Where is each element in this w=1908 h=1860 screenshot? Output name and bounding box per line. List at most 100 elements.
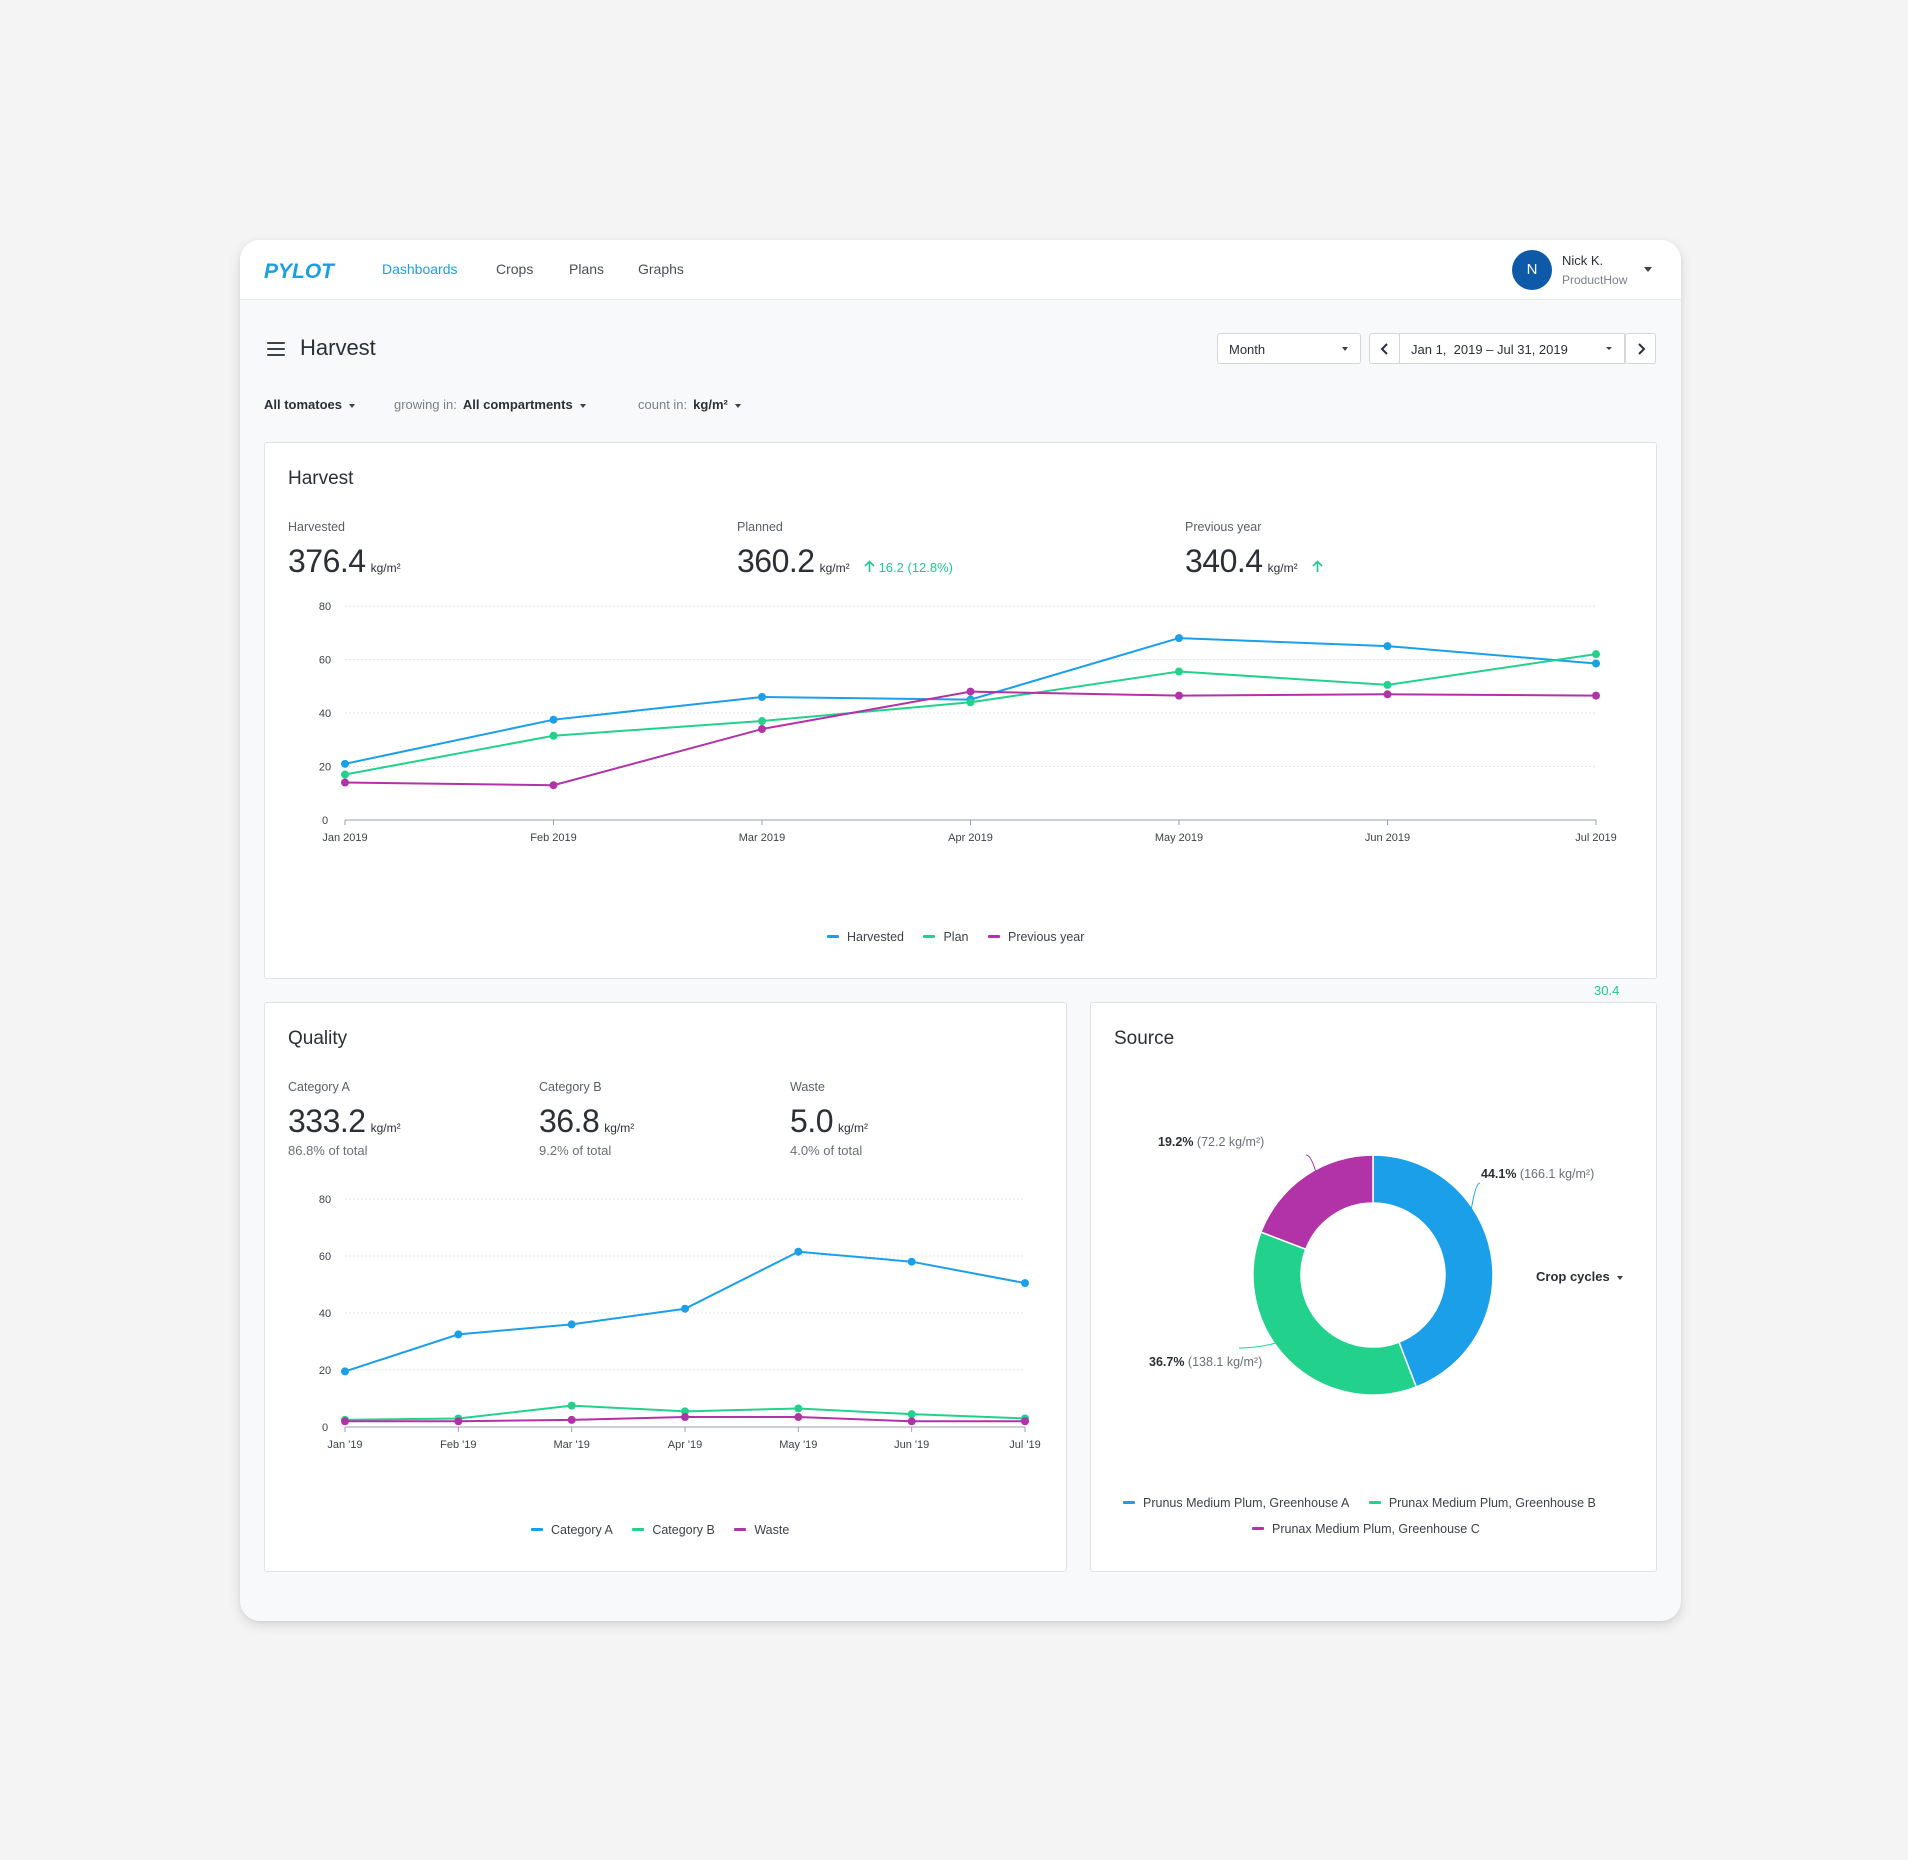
kpi-delta: 16.2 (12.8%) (864, 560, 953, 575)
kpi-unit: kg/m² (837, 1121, 868, 1135)
source-legend: Prunus Medium Plum, Greenhouse A Prunax … (1123, 1496, 1596, 1510)
data-point (966, 698, 975, 707)
data-point (341, 1367, 349, 1376)
previous-period-button[interactable] (1369, 333, 1400, 364)
quality-line-chart: 0 20 40 60 80 Jan '19 Feb '19 Mar '19 Apr '19 May… (319, 1194, 1041, 1451)
period-select[interactable]: Month (1217, 333, 1361, 364)
legend-item-harvested[interactable]: Harvested (827, 930, 904, 944)
legend-item-greenhouse-a[interactable]: Prunus Medium Plum, Greenhouse A (1123, 1496, 1349, 1510)
data-point (567, 1320, 576, 1329)
data-point (341, 770, 349, 779)
data-point (454, 1330, 463, 1339)
user-menu-caret-icon[interactable] (1644, 267, 1652, 272)
crop-filter-caret-icon (349, 403, 356, 408)
kpi-value: 376.4 (288, 543, 366, 579)
kpi-label: Category B (539, 1080, 602, 1094)
unit-filter[interactable]: count in: kg/m² (638, 397, 741, 412)
data-point (794, 1404, 803, 1413)
kpi-value: 36.8 (539, 1103, 600, 1139)
donut-slice (1259, 1154, 1374, 1251)
user-name[interactable]: Nick K. (1562, 253, 1604, 268)
y-tick-label: 60 (319, 1251, 331, 1263)
harvest-card: Harvest Harvested 376.4 kg/m² Planned 360… (264, 442, 1657, 979)
pylot-logo[interactable]: PYLOT (264, 256, 336, 284)
data-point (758, 725, 766, 734)
slice-label-detail: (166.1 kg/m²) (1520, 1167, 1594, 1181)
kpi-delta-arrow (1312, 560, 1327, 575)
data-point (341, 759, 349, 768)
data-point (758, 692, 766, 701)
legend-item-category-b[interactable]: Category B (632, 1523, 715, 1537)
kpi-waste: Waste 5.0 kg/m² 4.0% of total (790, 1080, 868, 1158)
x-tick-label: Jun 2019 (1365, 832, 1410, 844)
slice-label-detail: (72.2 kg/m²) (1197, 1135, 1264, 1149)
x-tick-label: Feb 2019 (530, 832, 576, 844)
y-tick-label: 60 (319, 655, 331, 667)
x-tick-label: Mar 2019 (739, 832, 785, 844)
date-range-picker[interactable]: Jan 1, 2019 – Jul 31, 2019 (1399, 333, 1625, 364)
data-point (1592, 691, 1600, 700)
kpi-planned: Planned 360.2 kg/m² 16.2 (12.8%) (737, 520, 953, 580)
donut-slice (1372, 1154, 1494, 1388)
data-point (549, 731, 558, 740)
data-point (794, 1247, 803, 1256)
hamburger-menu-icon[interactable] (267, 342, 285, 356)
slice-leader-line (1305, 1154, 1318, 1177)
y-tick-label: 0 (322, 1422, 328, 1434)
kpi-label: Previous year (1185, 520, 1262, 534)
period-select-value: Month (1229, 342, 1266, 357)
kpi-unit: kg/m² (604, 1121, 635, 1135)
kpi-harvested: Harvested 376.4 kg/m² (288, 520, 401, 580)
nav-crops[interactable]: Crops (496, 261, 534, 277)
legend-item-waste[interactable]: Waste (734, 1523, 789, 1537)
crop-filter[interactable]: All tomatoes (264, 397, 356, 412)
next-period-button[interactable] (1625, 333, 1656, 364)
x-tick-label: Apr '19 (668, 1439, 703, 1451)
nav-graphs[interactable]: Graphs (638, 261, 684, 277)
harvest-line-chart: 0 20 40 60 80 Jan 2019 Feb 2019 Mar 2019 Apr 201… (319, 601, 1617, 844)
unit-filter-caret-icon (734, 403, 741, 408)
slice-label-detail: (138.1 kg/m²) (1188, 1355, 1262, 1369)
kpi-unit: kg/m² (1267, 561, 1298, 575)
nav-plans[interactable]: Plans (569, 261, 605, 277)
legend-item-greenhouse-c[interactable]: Prunax Medium Plum, Greenhouse C (1252, 1522, 1480, 1536)
legend-item-previous-year[interactable]: Previous year (987, 930, 1084, 944)
kpi-share: 9.2% of total (539, 1143, 612, 1158)
legend-item-greenhouse-b[interactable]: Prunax Medium Plum, Greenhouse B (1368, 1496, 1596, 1510)
slice-label-percent: 44.1% (1481, 1167, 1520, 1181)
nav-dashboards[interactable]: Dashboards (382, 261, 458, 277)
data-point (1175, 667, 1183, 676)
x-tick-label: Jan '19 (327, 1439, 362, 1451)
donut-slice (1252, 1231, 1418, 1396)
x-tick-label: Apr 2019 (948, 832, 993, 844)
user-avatar[interactable]: N (1512, 250, 1552, 290)
kpi-unit: kg/m² (370, 561, 401, 575)
series-line-plan (344, 653, 1597, 776)
x-tick-label: Jun '19 (894, 1439, 929, 1451)
data-point (549, 781, 558, 790)
source-card-title: Source (1114, 1028, 1175, 1049)
crop-cycles-dropdown[interactable]: Crop cycles (1536, 1269, 1623, 1284)
kpi-value: 360.2 (737, 543, 815, 579)
data-point (907, 1417, 916, 1426)
app-window: PYLOT Dashboards Crops Plans Graphs N Ni… (240, 240, 1681, 1621)
unit-filter-value: kg/m² (693, 397, 728, 412)
crop-cycles-dropdown-label: Crop cycles (1536, 1269, 1610, 1284)
y-tick-label: 20 (319, 1365, 331, 1377)
kpi-delta-value: 16.2 (12.8%) (878, 560, 954, 575)
compartment-filter[interactable]: growing in: All compartments (394, 397, 586, 412)
kpi-share: 86.8% of total (288, 1143, 368, 1158)
y-tick-label: 0 (322, 815, 328, 827)
logo-text: PYLOT (264, 260, 336, 283)
quality-legend: Category A Category B Waste (531, 1523, 805, 1537)
legend-item-plan[interactable]: Plan (923, 930, 969, 944)
compartment-filter-label: growing in: (394, 397, 457, 412)
data-point (1175, 634, 1183, 643)
x-tick-label: Feb '19 (440, 1439, 476, 1451)
data-point (681, 1413, 689, 1422)
legend-item-category-a[interactable]: Category A (531, 1523, 613, 1537)
slice-label-percent: 36.7% (1149, 1355, 1188, 1369)
slice-leader-line (1238, 1342, 1277, 1349)
arrow-up-icon (1312, 560, 1323, 572)
compartment-filter-caret-icon (579, 403, 586, 408)
